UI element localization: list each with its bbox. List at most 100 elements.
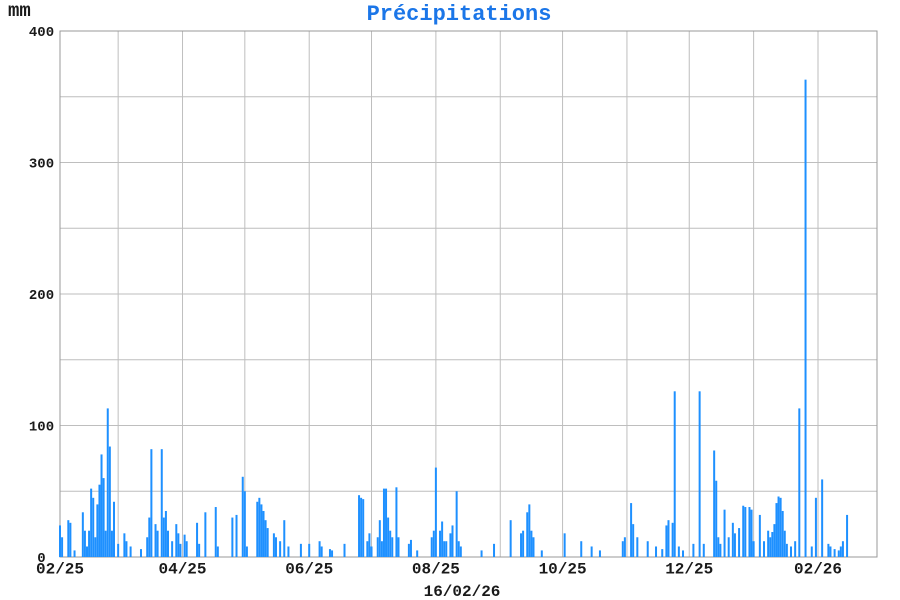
precipitation-bars <box>59 79 849 558</box>
precipitation-bar <box>667 520 670 557</box>
precipitation-bar <box>715 480 718 557</box>
precipitation-bar <box>781 510 784 557</box>
precipitation-bar <box>148 517 151 557</box>
precipitation-bar <box>243 491 246 557</box>
precipitation-bar <box>175 524 178 558</box>
precipitation-bar <box>123 533 126 557</box>
precipitation-bar <box>661 549 664 557</box>
precipitation-bar <box>258 497 261 557</box>
precipitation-bar <box>409 539 412 557</box>
precipitation-bar <box>196 522 199 557</box>
precipitation-bar <box>528 504 531 557</box>
precipitation-bar <box>274 537 277 557</box>
precipitation-bar <box>100 454 103 557</box>
precipitation-bar <box>785 543 788 557</box>
precipitation-bar <box>391 537 394 557</box>
precipitation-bar <box>104 530 107 557</box>
precipitation-bar <box>366 541 369 557</box>
precipitation-bar <box>164 510 167 557</box>
precipitation-bar <box>532 537 535 557</box>
precipitation-bar <box>777 496 780 557</box>
precipitation-bar <box>810 546 813 557</box>
precipitation-bar <box>451 525 454 557</box>
x-tick-label: 04/25 <box>158 561 206 579</box>
precipitation-bar <box>256 501 259 557</box>
precipitation-bar <box>713 450 716 557</box>
precipitation-bar <box>318 541 321 557</box>
precipitation-bar <box>61 537 64 557</box>
precipitation-bar <box>441 521 444 557</box>
precipitation-bar <box>260 504 263 557</box>
x-tick-label: 12/25 <box>665 561 713 579</box>
precipitation-bar <box>407 543 410 557</box>
precipitation-bar <box>112 501 115 557</box>
precipitation-bar <box>798 408 801 557</box>
precipitation-bar <box>455 491 458 557</box>
precipitation-bar <box>758 514 761 557</box>
precipitation-bar <box>266 528 269 557</box>
precipitation-bar <box>156 530 159 557</box>
precipitation-bar <box>837 550 840 557</box>
precipitation-bar <box>177 533 180 557</box>
precipitation-bar <box>83 530 86 557</box>
precipitation-bar <box>804 79 807 558</box>
precipitation-bar <box>636 537 639 557</box>
precipitation-bar <box>540 550 543 557</box>
precipitation-bar <box>563 533 566 557</box>
precipitation-bar <box>387 517 390 557</box>
precipitation-bar <box>767 530 770 557</box>
precipitation-bar <box>821 479 824 557</box>
precipitation-bar <box>283 520 286 557</box>
precipitation-bar <box>829 546 832 557</box>
precipitation-bar <box>183 534 186 557</box>
precipitation-bar <box>673 391 676 557</box>
precipitation-bar <box>731 522 734 557</box>
precipitation-bar <box>698 391 701 557</box>
precipitation-bar <box>841 541 844 557</box>
precipitation-bar <box>771 532 774 557</box>
precipitation-bar <box>160 449 163 557</box>
precipitation-bar <box>457 541 460 557</box>
precipitation-bar <box>590 546 593 557</box>
precipitation-bar <box>744 507 747 557</box>
precipitation-bar <box>139 549 142 557</box>
precipitation-bar <box>81 512 84 557</box>
precipitation-bar <box>389 530 392 557</box>
precipitation-bar <box>769 537 772 557</box>
precipitation-bar <box>846 514 849 557</box>
precipitation-bar <box>370 546 373 557</box>
precipitation-bar <box>69 522 72 557</box>
precipitation-bar <box>117 543 120 557</box>
precipitation-bar <box>362 499 365 557</box>
precipitation-bar <box>750 509 753 557</box>
precipitation-bar <box>416 550 419 557</box>
precipitation-bar <box>445 541 448 557</box>
precipitation-bar <box>632 524 635 558</box>
precipitation-bar <box>73 550 76 557</box>
precipitation-bar <box>287 546 290 557</box>
precipitation-bar <box>682 550 685 557</box>
precipitation-bar <box>434 467 437 557</box>
y-tick-label: 200 <box>29 288 54 304</box>
precipitation-bar <box>67 520 70 557</box>
precipitation-bar <box>59 525 61 557</box>
precipitation-bar <box>235 514 238 557</box>
precipitation-bar <box>702 543 705 557</box>
precipitation-bar <box>385 488 388 557</box>
precipitation-bar <box>430 537 433 557</box>
precipitation-bar <box>655 546 658 557</box>
precipitation-bar <box>162 517 165 557</box>
y-axis-tick-labels: 0 100 200 300 400 <box>29 25 54 567</box>
precipitation-bar <box>343 543 346 557</box>
precipitation-bar <box>320 546 323 557</box>
precipitation-bar <box>733 533 736 557</box>
precipitation-bar <box>166 530 169 557</box>
precipitation-bar <box>88 530 91 557</box>
x-tick-label: 08/25 <box>412 561 460 579</box>
precipitation-bar <box>717 537 720 557</box>
precipitation-bar <box>150 449 153 557</box>
precipitation-bar <box>108 446 111 557</box>
y-tick-label: 300 <box>29 157 54 173</box>
